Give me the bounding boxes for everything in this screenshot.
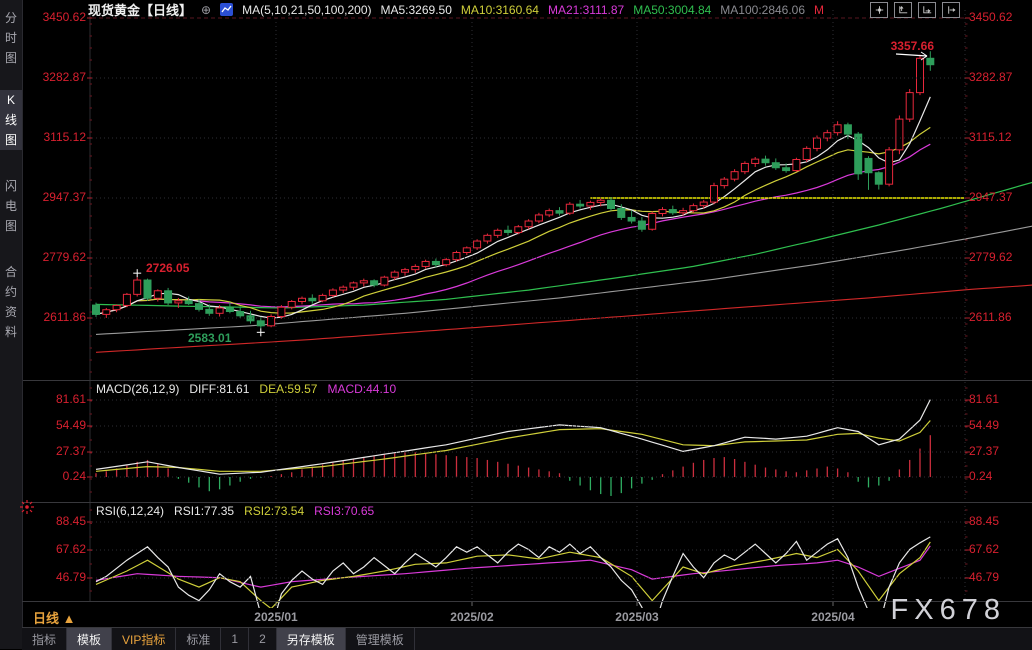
rsi-axis-label-left-2: 67.62 xyxy=(55,542,86,556)
date-axis: 日线 ▲ 2025/01 2025/02 2025/03 2025/04 FX678 xyxy=(22,594,1032,628)
price-axis-label-right-6: 2611.86 xyxy=(969,310,1012,324)
footer-item-4[interactable]: 标准 xyxy=(176,628,222,650)
footer-item-7[interactable]: 另存模板 xyxy=(276,628,346,650)
macd-axis-label-left-4: 0.24 xyxy=(62,469,86,483)
price-axis-label-left-1: 3450.62 xyxy=(42,10,86,24)
rsi3-value: RSI3:70.65 xyxy=(314,504,375,518)
zoom-y-axis-icon[interactable] xyxy=(894,2,912,18)
rsi-axis-label-right-1: 88.45 xyxy=(969,514,1000,528)
rsi-axis-label-right-3: 46.79 xyxy=(969,570,1000,584)
rsi-axis-label-left-3: 46.79 xyxy=(55,570,86,584)
ma-legend-item-4: MA21:3111.87 xyxy=(547,2,625,17)
rsi2-value: RSI2:73.54 xyxy=(244,504,305,518)
macd-macd-value: MACD:44.10 xyxy=(327,382,397,396)
price-axis-label-left-5: 2779.62 xyxy=(42,250,86,264)
date-label-1: 2025/01 xyxy=(254,610,298,624)
pan-right-icon[interactable] xyxy=(942,2,960,18)
ma-legend-item-5: MA50:3004.84 xyxy=(633,2,712,17)
watermark-fx678: FX678 xyxy=(890,594,1006,626)
macd-axis-label-left-2: 54.49 xyxy=(55,418,86,432)
price-axis-label-right-1: 3450.62 xyxy=(969,10,1013,24)
rsi-axis-label-left-1: 88.45 xyxy=(55,514,86,528)
ma-legend-item-1: MA(5,10,21,50,100,200) xyxy=(242,2,372,17)
macd-legend: MACD(26,12,9) DIFF:81.61 DEA:59.57 MACD:… xyxy=(96,382,396,396)
crosshair-icon[interactable] xyxy=(870,2,888,18)
sidebar-item-3[interactable]: 闪电图 xyxy=(4,179,17,233)
ma-legend-item-2: MA5:3269.50 xyxy=(380,2,452,17)
footer-item-3[interactable]: VIP指标 xyxy=(112,628,177,650)
footer-item-2[interactable]: 模板 xyxy=(67,628,113,650)
footer-item-1[interactable]: 指标 xyxy=(22,628,68,650)
rsi-name: RSI(6,12,24) xyxy=(96,504,165,518)
footer-item-5[interactable]: 1 xyxy=(221,628,250,650)
rsi1-value: RSI1:77.35 xyxy=(174,504,235,518)
symbol-title: 现货黄金【日线】 xyxy=(88,3,193,18)
price-axis-label-left-6: 2611.86 xyxy=(43,310,87,324)
ma-legend-item-3: MA10:3160.64 xyxy=(460,2,539,17)
rsi-settings-icon[interactable] xyxy=(20,500,34,514)
latest-high-label: 3357.66 xyxy=(890,39,934,53)
date-label-4: 2025/04 xyxy=(811,610,855,624)
indicator-chart-icon xyxy=(220,3,234,16)
price-axis-label-right-4: 2947.37 xyxy=(969,190,1013,204)
macd-diff-value: DIFF:81.61 xyxy=(189,382,250,396)
footer-toolbar: 指标 模板 VIP指标 标准 1 2 另存模板 管理模板 xyxy=(22,627,1032,650)
macd-axis-label-left-3: 27.37 xyxy=(55,444,86,458)
footer-item-8[interactable]: 管理模板 xyxy=(346,628,415,650)
macd-dea-value: DEA:59.57 xyxy=(259,382,318,396)
macd-axis-label-right-1: 81.61 xyxy=(969,392,1000,406)
macd-axis-label-right-2: 54.49 xyxy=(969,418,1000,432)
ma-legend-item-6: MA100:2846.06 xyxy=(720,2,806,17)
chart-toolbar-icons xyxy=(870,2,960,18)
price-axis-label-right-2: 3282.87 xyxy=(969,70,1013,84)
ma-legend-item-7: M xyxy=(814,2,825,17)
date-label-3: 2025/03 xyxy=(615,610,659,624)
price-axis-label-left-3: 3115.12 xyxy=(43,130,87,144)
macd-axis-label-right-3: 27.37 xyxy=(969,444,1000,458)
chart-header: 现货黄金【日线】 ⊕ MA(5,10,21,50,100,200) MA5:326… xyxy=(88,0,824,19)
macd-name: MACD(26,12,9) xyxy=(96,382,180,396)
sidebar-item-1[interactable]: 分时图 xyxy=(4,11,17,65)
period-selector[interactable]: 日线 ▲ xyxy=(33,611,76,626)
price-axis-label-right-3: 3115.12 xyxy=(969,130,1012,144)
rsi-axis-label-right-2: 67.62 xyxy=(969,542,1000,556)
zoom-x-axis-icon[interactable] xyxy=(918,2,936,18)
price-axis-label-left-2: 3282.87 xyxy=(42,70,86,84)
footer-item-6[interactable]: 2 xyxy=(249,628,277,650)
rsi-legend: RSI(6,12,24) RSI1:77.35 RSI2:73.54 RSI3:… xyxy=(96,504,374,518)
sidebar-item-4[interactable]: 合约资料 xyxy=(4,265,17,339)
price-axis-label-left-4: 2947.37 xyxy=(42,190,86,204)
swing-high-label: 2726.05 xyxy=(146,261,190,275)
price-axis-label-right-5: 2779.62 xyxy=(969,250,1013,264)
swing-low-label: 2583.01 xyxy=(188,331,232,345)
macd-axis-label-right-4: 0.24 xyxy=(969,469,993,483)
date-label-2: 2025/02 xyxy=(450,610,494,624)
link-toggle-icon[interactable]: ⊕ xyxy=(201,2,212,17)
ma-legend: MA(5,10,21,50,100,200) MA5:3269.50 MA10:31… xyxy=(242,3,824,17)
macd-axis-label-left-1: 81.61 xyxy=(55,392,86,406)
